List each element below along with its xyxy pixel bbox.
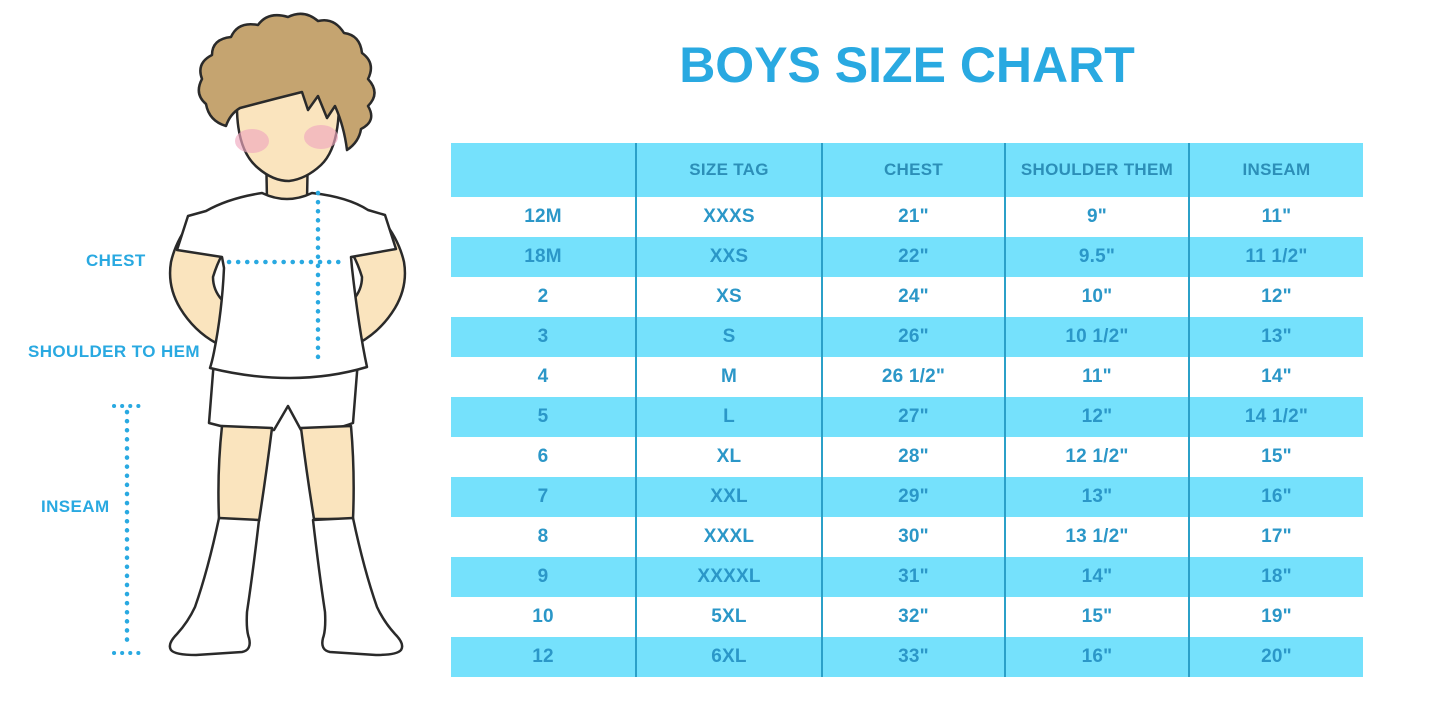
column-header: SHOULDER THEM xyxy=(1004,143,1189,197)
size-table-head: SIZE TAG CHEST SHOULDER THEM INSEAM xyxy=(451,143,1363,197)
boy-illustration xyxy=(112,12,407,657)
table-cell: 28" xyxy=(821,437,1005,477)
table-cell: 10 xyxy=(451,597,636,637)
table-cell: XXS xyxy=(635,237,822,277)
table-cell: 12" xyxy=(1004,397,1189,437)
table-cell: 30" xyxy=(821,517,1005,557)
table-cell: XXXL xyxy=(635,517,822,557)
boy-blush-right xyxy=(304,125,338,149)
table-row: 4 M 26 1/2" 11" 14" xyxy=(451,357,1363,397)
table-row: 18M XXS 22" 9.5" 11 1/2" xyxy=(451,237,1363,277)
table-cell: 13" xyxy=(1188,317,1363,357)
table-cell: 13" xyxy=(1004,477,1189,517)
table-cell: 6XL xyxy=(635,637,822,677)
table-row: 6 XL 28" 12 1/2" 15" xyxy=(451,437,1363,477)
table-cell: 27" xyxy=(821,397,1005,437)
table-row: 5 L 27" 12" 14 1/2" xyxy=(451,397,1363,437)
column-header: SIZE TAG xyxy=(635,143,822,197)
table-cell: 7 xyxy=(451,477,636,517)
boy-leg-right xyxy=(299,424,355,521)
boy-hair xyxy=(197,12,376,152)
table-cell: 14 1/2" xyxy=(1188,397,1363,437)
table-cell: XS xyxy=(635,277,822,317)
table-row: 9 XXXXL 31" 14" 18" xyxy=(451,557,1363,597)
table-cell: 2 xyxy=(451,277,636,317)
table-cell: 26 1/2" xyxy=(821,357,1005,397)
table-cell: 29" xyxy=(821,477,1005,517)
table-row: 12 6XL 33" 16" 20" xyxy=(451,637,1363,677)
table-cell: XXL xyxy=(635,477,822,517)
table-cell: 11" xyxy=(1188,197,1363,237)
table-cell: 20" xyxy=(1188,637,1363,677)
column-header: INSEAM xyxy=(1188,143,1363,197)
table-cell: 26" xyxy=(821,317,1005,357)
table-cell: 22" xyxy=(821,237,1005,277)
table-cell: 19" xyxy=(1188,597,1363,637)
table-cell: 11 1/2" xyxy=(1188,237,1363,277)
boy-blush-left xyxy=(235,129,269,153)
table-cell: 12" xyxy=(1188,277,1363,317)
table-cell: 16" xyxy=(1004,637,1189,677)
table-cell: L xyxy=(635,397,822,437)
table-cell: 9" xyxy=(1004,197,1189,237)
table-cell: 14" xyxy=(1188,357,1363,397)
table-cell: 12M xyxy=(451,197,636,237)
table-row: 10 5XL 32" 15" 19" xyxy=(451,597,1363,637)
table-row: 3 S 26" 10 1/2" 13" xyxy=(451,317,1363,357)
table-row: 8 XXXL 30" 13 1/2" 17" xyxy=(451,517,1363,557)
table-cell: 15" xyxy=(1004,597,1189,637)
measurement-figure: CHEST SHOULDER TO HEM INSEAM xyxy=(0,0,450,723)
column-header: CHEST xyxy=(821,143,1005,197)
table-cell: 18M xyxy=(451,237,636,277)
table-cell: XXXS xyxy=(635,197,822,237)
inseam-measure-line xyxy=(112,404,142,655)
table-cell: 15" xyxy=(1188,437,1363,477)
table-cell: XL xyxy=(635,437,822,477)
page-title: BOYS SIZE CHART xyxy=(679,37,1135,93)
table-cell: 31" xyxy=(821,557,1005,597)
table-cell: 9.5" xyxy=(1004,237,1189,277)
table-cell: 5 xyxy=(451,397,636,437)
boy-sock-left xyxy=(168,516,261,657)
table-row: 2 XS 24" 10" 12" xyxy=(451,277,1363,317)
table-cell: 24" xyxy=(821,277,1005,317)
boy-leg-left xyxy=(217,424,274,523)
table-cell: 6 xyxy=(451,437,636,477)
column-header xyxy=(451,143,636,197)
table-cell: 16" xyxy=(1188,477,1363,517)
table-cell: 13 1/2" xyxy=(1004,517,1189,557)
table-cell: 10 1/2" xyxy=(1004,317,1189,357)
table-cell: 9 xyxy=(451,557,636,597)
size-chart-section: SIZE TAG CHEST SHOULDER THEM INSEAM 12M XXXS… xyxy=(451,143,1363,677)
table-cell: 14" xyxy=(1004,557,1189,597)
size-table: SIZE TAG CHEST SHOULDER THEM INSEAM 12M XXXS… xyxy=(451,143,1363,677)
shoulder-to-hem-label: SHOULDER TO HEM xyxy=(28,342,200,361)
boy-shirt xyxy=(175,191,398,380)
table-cell: 5XL xyxy=(635,597,822,637)
header-row: SIZE TAG CHEST SHOULDER THEM INSEAM xyxy=(451,143,1363,197)
table-cell: 3 xyxy=(451,317,636,357)
table-cell: 12 1/2" xyxy=(1004,437,1189,477)
table-cell: 12 xyxy=(451,637,636,677)
boy-sock-right xyxy=(311,516,404,657)
table-row: 12M XXXS 21" 9" 11" xyxy=(451,197,1363,237)
inseam-label: INSEAM xyxy=(41,497,110,516)
table-cell: S xyxy=(635,317,822,357)
table-cell: 4 xyxy=(451,357,636,397)
table-cell: XXXXL xyxy=(635,557,822,597)
size-table-body: 12M XXXS 21" 9" 11" 18M XXS 22" 9.5" 11 1/2" 2 XS 24… xyxy=(451,197,1363,677)
table-cell: 17" xyxy=(1188,517,1363,557)
table-cell: 18" xyxy=(1188,557,1363,597)
table-row: 7 XXL 29" 13" 16" xyxy=(451,477,1363,517)
table-cell: 21" xyxy=(821,197,1005,237)
table-cell: 10" xyxy=(1004,277,1189,317)
table-cell: M xyxy=(635,357,822,397)
table-cell: 11" xyxy=(1004,357,1189,397)
table-cell: 32" xyxy=(821,597,1005,637)
chest-label: CHEST xyxy=(86,251,146,270)
table-cell: 33" xyxy=(821,637,1005,677)
table-cell: 8 xyxy=(451,517,636,557)
